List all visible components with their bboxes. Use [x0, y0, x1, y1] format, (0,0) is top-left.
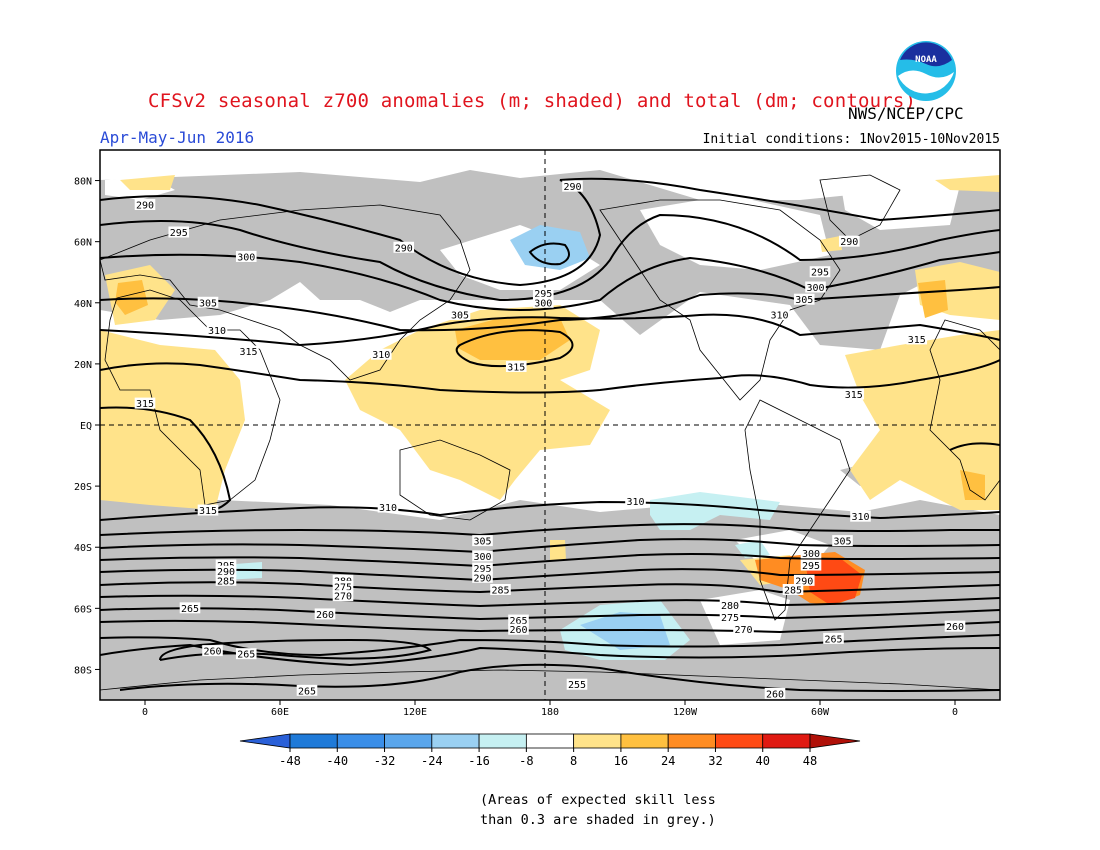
agency-label: NWS/NCEP/CPC — [848, 104, 964, 123]
colorbar-label: 24 — [661, 754, 675, 768]
colorbar-label: -32 — [374, 754, 396, 768]
colorbar-box — [336, 733, 385, 749]
forecast-period: Apr-May-Jun 2016 — [100, 128, 255, 147]
colorbar-label: 48 — [803, 754, 817, 768]
colorbar-box — [431, 733, 480, 749]
colorbar-label: 32 — [708, 754, 722, 768]
colorbar-box — [478, 733, 527, 749]
colorbar-box — [762, 733, 811, 749]
colorbar-boxes — [239, 733, 861, 749]
colorbar-box — [384, 733, 433, 749]
colorbar-label: -16 — [468, 754, 490, 768]
skill-note-line1: (Areas of expected skill less — [480, 792, 716, 808]
colorbar-label: 40 — [756, 754, 770, 768]
colorbar-box — [620, 733, 669, 749]
colorbar-labels: -48 -40 -32 -24 -16 -8 8 16 24 32 40 48 — [279, 748, 817, 768]
colorbar-label: -48 — [279, 754, 301, 768]
colorbar-box — [667, 733, 716, 749]
colorbar-label: -8 — [519, 754, 533, 768]
colorbar-label: 8 — [570, 754, 577, 768]
colorbar-box — [289, 733, 338, 749]
colorbar-label: 16 — [614, 754, 628, 768]
colorbar-box — [525, 733, 575, 749]
logo-text: NOAA — [915, 55, 937, 65]
skill-note-line2: than 0.3 are shaded in grey.) — [480, 812, 716, 828]
colorbar-arrow-left — [239, 733, 291, 749]
colorbar-label: -40 — [326, 754, 348, 768]
colorbar-label: -24 — [421, 754, 443, 768]
map-title: CFSv2 seasonal z700 anomalies (m; shaded… — [148, 90, 917, 112]
colorbar-box — [715, 733, 764, 749]
colorbar-box — [573, 733, 622, 749]
noaa-logo-icon: NOAA — [896, 41, 956, 101]
initial-conditions: Initial conditions: 1Nov2015-10Nov2015 — [702, 132, 1000, 147]
colorbar-arrow-right — [809, 733, 861, 749]
